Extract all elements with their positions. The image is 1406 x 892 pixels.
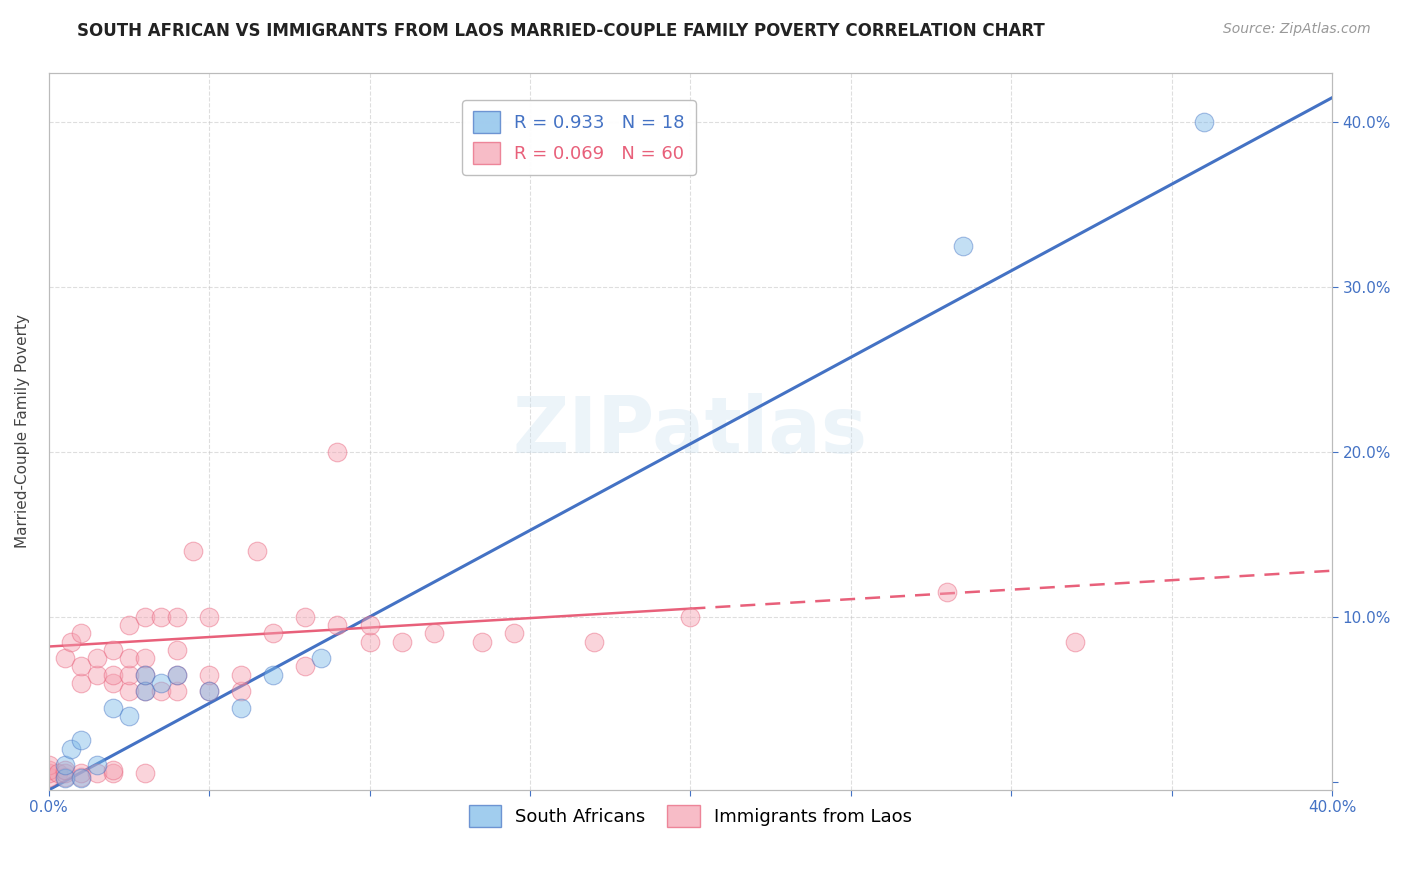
Point bbox=[118, 618, 141, 632]
Point bbox=[134, 766, 156, 780]
Point bbox=[166, 643, 188, 657]
Point bbox=[198, 667, 221, 681]
Point bbox=[101, 643, 124, 657]
Point bbox=[118, 667, 141, 681]
Point bbox=[53, 766, 76, 780]
Point bbox=[53, 651, 76, 665]
Point bbox=[246, 544, 269, 558]
Point bbox=[936, 585, 959, 599]
Point bbox=[166, 667, 188, 681]
Point bbox=[231, 700, 253, 714]
Point bbox=[294, 659, 316, 673]
Point bbox=[101, 766, 124, 780]
Point bbox=[583, 634, 606, 648]
Point bbox=[38, 770, 60, 784]
Point bbox=[53, 770, 76, 784]
Point bbox=[134, 667, 156, 681]
Point bbox=[69, 733, 91, 747]
Point bbox=[101, 763, 124, 777]
Point bbox=[38, 763, 60, 777]
Point bbox=[198, 684, 221, 698]
Point bbox=[101, 675, 124, 690]
Point bbox=[262, 626, 284, 640]
Point bbox=[679, 610, 702, 624]
Point bbox=[60, 741, 83, 756]
Point bbox=[359, 618, 381, 632]
Point bbox=[134, 610, 156, 624]
Text: SOUTH AFRICAN VS IMMIGRANTS FROM LAOS MARRIED-COUPLE FAMILY POVERTY CORRELATION : SOUTH AFRICAN VS IMMIGRANTS FROM LAOS MA… bbox=[77, 22, 1045, 40]
Point bbox=[53, 772, 76, 786]
Point bbox=[86, 758, 108, 772]
Point bbox=[262, 667, 284, 681]
Point bbox=[166, 684, 188, 698]
Point bbox=[166, 667, 188, 681]
Point bbox=[150, 610, 173, 624]
Point bbox=[1192, 115, 1215, 129]
Point bbox=[1064, 634, 1087, 648]
Point bbox=[166, 610, 188, 624]
Point bbox=[181, 544, 204, 558]
Point bbox=[38, 766, 60, 780]
Point bbox=[952, 239, 974, 253]
Y-axis label: Married-Couple Family Poverty: Married-Couple Family Poverty bbox=[15, 315, 30, 549]
Text: ZIPatlas: ZIPatlas bbox=[513, 393, 868, 469]
Point bbox=[53, 763, 76, 777]
Point bbox=[231, 667, 253, 681]
Point bbox=[101, 700, 124, 714]
Point bbox=[311, 651, 333, 665]
Point bbox=[231, 684, 253, 698]
Point bbox=[69, 626, 91, 640]
Point bbox=[134, 651, 156, 665]
Point bbox=[150, 675, 173, 690]
Point bbox=[101, 667, 124, 681]
Point bbox=[69, 675, 91, 690]
Point bbox=[422, 626, 444, 640]
Point bbox=[134, 684, 156, 698]
Point bbox=[471, 634, 494, 648]
Point bbox=[134, 684, 156, 698]
Point bbox=[38, 758, 60, 772]
Point bbox=[60, 634, 83, 648]
Point bbox=[69, 770, 91, 784]
Text: Source: ZipAtlas.com: Source: ZipAtlas.com bbox=[1223, 22, 1371, 37]
Point bbox=[326, 618, 349, 632]
Point bbox=[86, 651, 108, 665]
Point bbox=[118, 684, 141, 698]
Point bbox=[53, 758, 76, 772]
Point bbox=[69, 772, 91, 786]
Point bbox=[86, 766, 108, 780]
Point bbox=[198, 684, 221, 698]
Point bbox=[294, 610, 316, 624]
Point bbox=[198, 610, 221, 624]
Point bbox=[118, 651, 141, 665]
Point bbox=[86, 667, 108, 681]
Point bbox=[391, 634, 413, 648]
Point bbox=[326, 445, 349, 459]
Point bbox=[69, 659, 91, 673]
Point bbox=[118, 708, 141, 723]
Point bbox=[134, 667, 156, 681]
Point bbox=[503, 626, 526, 640]
Point bbox=[48, 766, 70, 780]
Legend: South Africans, Immigrants from Laos: South Africans, Immigrants from Laos bbox=[461, 798, 920, 835]
Point bbox=[69, 766, 91, 780]
Point bbox=[359, 634, 381, 648]
Point bbox=[150, 684, 173, 698]
